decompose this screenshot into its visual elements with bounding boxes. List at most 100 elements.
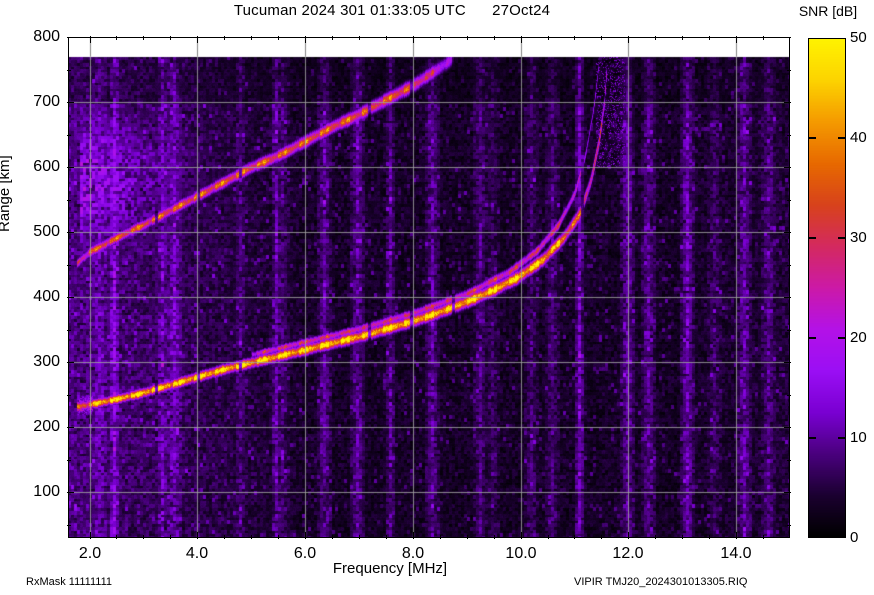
x-axis-minor-tick [682,36,683,40]
x-axis-minor-tick [332,535,333,539]
plot-area [67,36,791,539]
y-tick-label: 600 [33,158,60,175]
x-axis-minor-tick [143,535,144,539]
y-axis-tick [784,297,791,298]
y-axis-tick [67,427,74,428]
y-axis-tick [784,167,791,168]
y-axis-tick [67,37,74,38]
y-axis-minor-tick [787,200,791,201]
colorbar [808,38,846,538]
y-axis-minor-tick [67,265,71,266]
x-tick-label: 2.0 [78,545,102,562]
x-axis-tick [413,532,414,539]
x-tick-label: 6.0 [293,545,317,562]
x-tick-label: 8.0 [401,545,425,562]
x-axis-minor-tick [116,535,117,539]
x-axis-tick [90,36,91,43]
x-axis-tick [736,532,737,539]
x-axis-minor-tick [170,36,171,40]
x-axis-minor-tick [709,535,710,539]
colorbar-tick-label: 0 [850,529,859,546]
x-axis-minor-tick [763,535,764,539]
y-tick-label: 300 [33,353,60,370]
colorbar-tick-label: 40 [850,129,867,146]
y-axis-tick [784,37,791,38]
y-axis-tick [784,492,791,493]
x-axis-tick [736,36,737,43]
y-axis-minor-tick [67,200,71,201]
y-axis-tick [67,297,74,298]
x-axis-minor-tick [763,36,764,40]
y-axis-minor-tick [67,525,71,526]
colorbar-tick [808,337,816,339]
colorbar-tick [838,237,846,239]
y-axis-title: Range [km] [0,155,13,232]
x-axis-minor-tick [655,36,656,40]
y-axis-tick [784,362,791,363]
footer-right-filename: VIPIR TMJ20_2024301013305.RIQ [574,576,748,588]
x-axis-minor-tick [440,535,441,539]
x-axis-tick [305,532,306,539]
x-axis-minor-tick [224,36,225,40]
x-axis-minor-tick [548,535,549,539]
y-axis-tick [67,167,74,168]
x-axis-minor-tick [143,36,144,40]
colorbar-tick-label: 50 [850,29,867,46]
colorbar-tick-label: 30 [850,229,867,246]
y-tick-label: 100 [33,483,60,500]
y-axis-tick [784,232,791,233]
footer-left-rxmask: RxMask 11111111 [26,576,113,588]
x-axis-title: Frequency [MHz] [332,560,448,577]
y-axis-minor-tick [787,265,791,266]
y-tick-label: 400 [33,288,60,305]
colorbar-tick-label: 10 [850,429,867,446]
x-tick-label: 14.0 [720,545,752,562]
colorbar-tick-label: 20 [850,329,867,346]
x-axis-tick [628,532,629,539]
x-tick-label: 4.0 [185,545,209,562]
x-tick-label: 10.0 [505,545,537,562]
y-axis-minor-tick [67,70,71,71]
x-axis-minor-tick [574,535,575,539]
colorbar-tick [838,137,846,139]
y-axis-minor-tick [787,70,791,71]
x-axis-minor-tick [682,535,683,539]
x-axis-tick [521,36,522,43]
y-tick-label: 700 [33,93,60,110]
y-tick-label: 800 [33,28,60,45]
x-axis-minor-tick [359,535,360,539]
colorbar-title: SNR [dB] [798,3,858,19]
y-axis-minor-tick [787,135,791,136]
x-axis-tick [521,532,522,539]
x-tick-label: 12.0 [612,545,644,562]
x-axis-minor-tick [467,535,468,539]
y-axis-minor-tick [67,460,71,461]
ionogram-canvas [68,37,790,538]
y-tick-label: 200 [33,418,60,435]
colorbar-tick [808,137,816,139]
x-axis-tick [305,36,306,43]
x-axis-tick [90,532,91,539]
x-axis-minor-tick [601,535,602,539]
x-axis-minor-tick [440,36,441,40]
y-axis-minor-tick [787,460,791,461]
colorbar-tick [838,337,846,339]
x-axis-minor-tick [574,36,575,40]
colorbar-tick [838,437,846,439]
x-axis-minor-tick [548,36,549,40]
x-axis-tick [197,532,198,539]
y-tick-label: 500 [33,223,60,240]
y-axis-minor-tick [67,395,71,396]
x-axis-minor-tick [332,36,333,40]
x-axis-tick [197,36,198,43]
y-axis-tick [784,427,791,428]
x-axis-minor-tick [116,36,117,40]
x-axis-minor-tick [494,535,495,539]
x-axis-minor-tick [278,36,279,40]
x-axis-minor-tick [494,36,495,40]
x-axis-minor-tick [467,36,468,40]
x-axis-tick [628,36,629,43]
y-axis-minor-tick [67,330,71,331]
y-axis-tick [67,102,74,103]
